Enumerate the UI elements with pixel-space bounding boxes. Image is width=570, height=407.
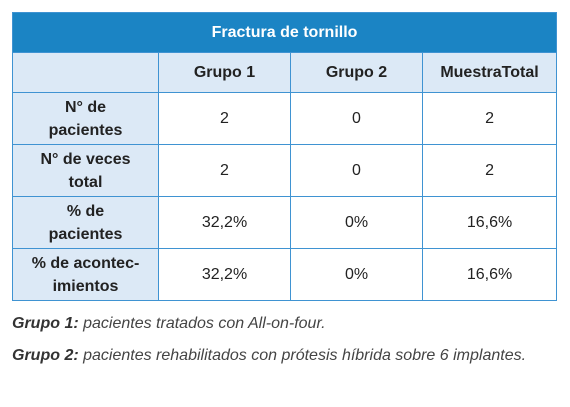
table-cell: 2 [158,92,291,145]
table-cell: 32,2% [158,248,291,301]
footnote: Grupo 1: pacientes tratados con All-on-f… [12,311,557,337]
table-cell: 16,6% [421,248,558,301]
table-cell: 2 [158,144,291,197]
table-row: N° de veces total 2 0 2 [12,144,558,197]
row-header: N° de pacientes [12,92,159,145]
table-cell: 16,6% [421,196,558,249]
header-cell: MuestraTotal [421,52,558,93]
footnote-label: Grupo 1: [12,315,79,332]
table-row: % de acontec- imientos 32,2% 0% 16,6% [12,248,558,301]
header-cell [12,52,159,93]
table: Fractura de tornillo Grupo 1 Grupo 2 Mue… [11,12,558,301]
table-cell: 0% [290,248,423,301]
footnote-text: pacientes rehabilitados con prótesis híb… [78,347,527,364]
table-cell: 2 [421,92,558,145]
header-cell: Grupo 1 [158,52,291,93]
footnote-label: Grupo 2: [12,347,79,364]
footnote-text: pacientes tratados con All-on-four. [78,315,326,332]
table-cell: 0 [290,92,423,145]
footnote: Grupo 2: pacientes rehabilitados con pró… [12,343,557,369]
row-header: N° de veces total [12,144,159,197]
table-title: Fractura de tornillo [11,12,558,53]
row-header: % de acontec- imientos [12,248,159,301]
table-cell: 0% [290,196,423,249]
header-cell: Grupo 2 [290,52,423,93]
row-header: % de pacientes [12,196,159,249]
table-cell: 0 [290,144,423,197]
table-cell: 32,2% [158,196,291,249]
table-row: N° de pacientes 2 0 2 [12,92,558,145]
table-row: % de pacientes 32,2% 0% 16,6% [12,196,558,249]
table-cell: 2 [421,144,558,197]
table-body: N° de pacientes 2 0 2 N° de veces total 2 0 2% … [12,92,558,301]
table-wrap: Fractura de tornillo Grupo 1 Grupo 2 Mue… [11,12,558,301]
